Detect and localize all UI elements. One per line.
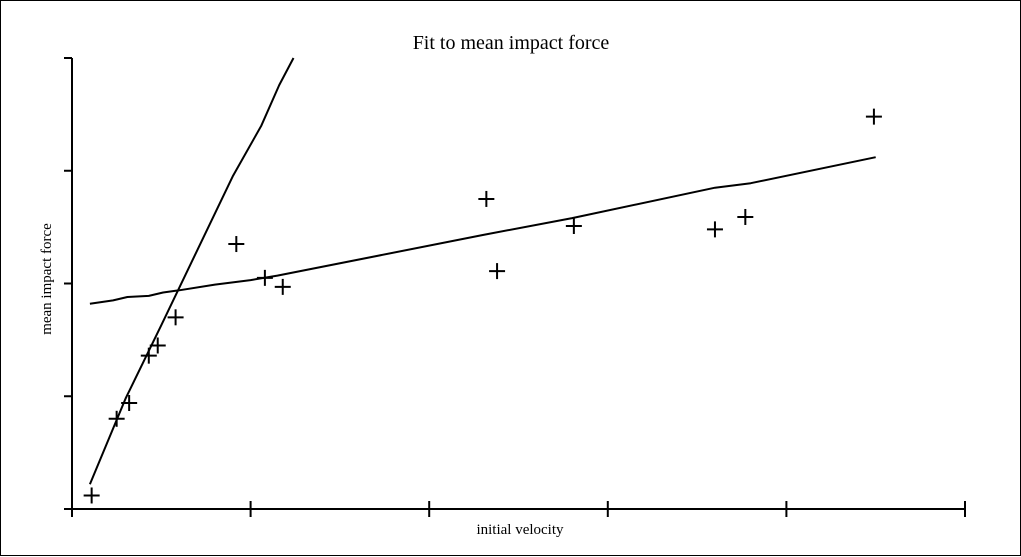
data-point-14 (737, 208, 754, 225)
data-point-3 (121, 395, 138, 412)
x-axis-label: initial velocity (476, 522, 564, 538)
data-point-13 (706, 221, 723, 238)
data-point-4 (140, 347, 157, 364)
data-point-9 (274, 278, 291, 295)
data-point-5 (149, 337, 166, 354)
fit-line-1 (89, 156, 876, 305)
fit-lines (88, 57, 876, 485)
data-point-15 (865, 108, 882, 125)
data-point-1 (83, 487, 100, 504)
data-point-10 (478, 190, 495, 207)
data-point-11 (489, 263, 506, 280)
data-point-8 (256, 269, 273, 286)
y-axis-label: mean impact force (39, 223, 55, 335)
data-point-6 (167, 309, 184, 326)
data-point-12 (565, 217, 582, 234)
y-axis-ticks (64, 57, 72, 510)
data-point-2 (108, 410, 125, 427)
data-point-7 (228, 236, 245, 253)
fit-line-2 (88, 57, 295, 485)
chart-title: Fit to mean impact force (413, 32, 610, 54)
x-axis-ticks (71, 501, 966, 517)
data-points (83, 108, 882, 504)
